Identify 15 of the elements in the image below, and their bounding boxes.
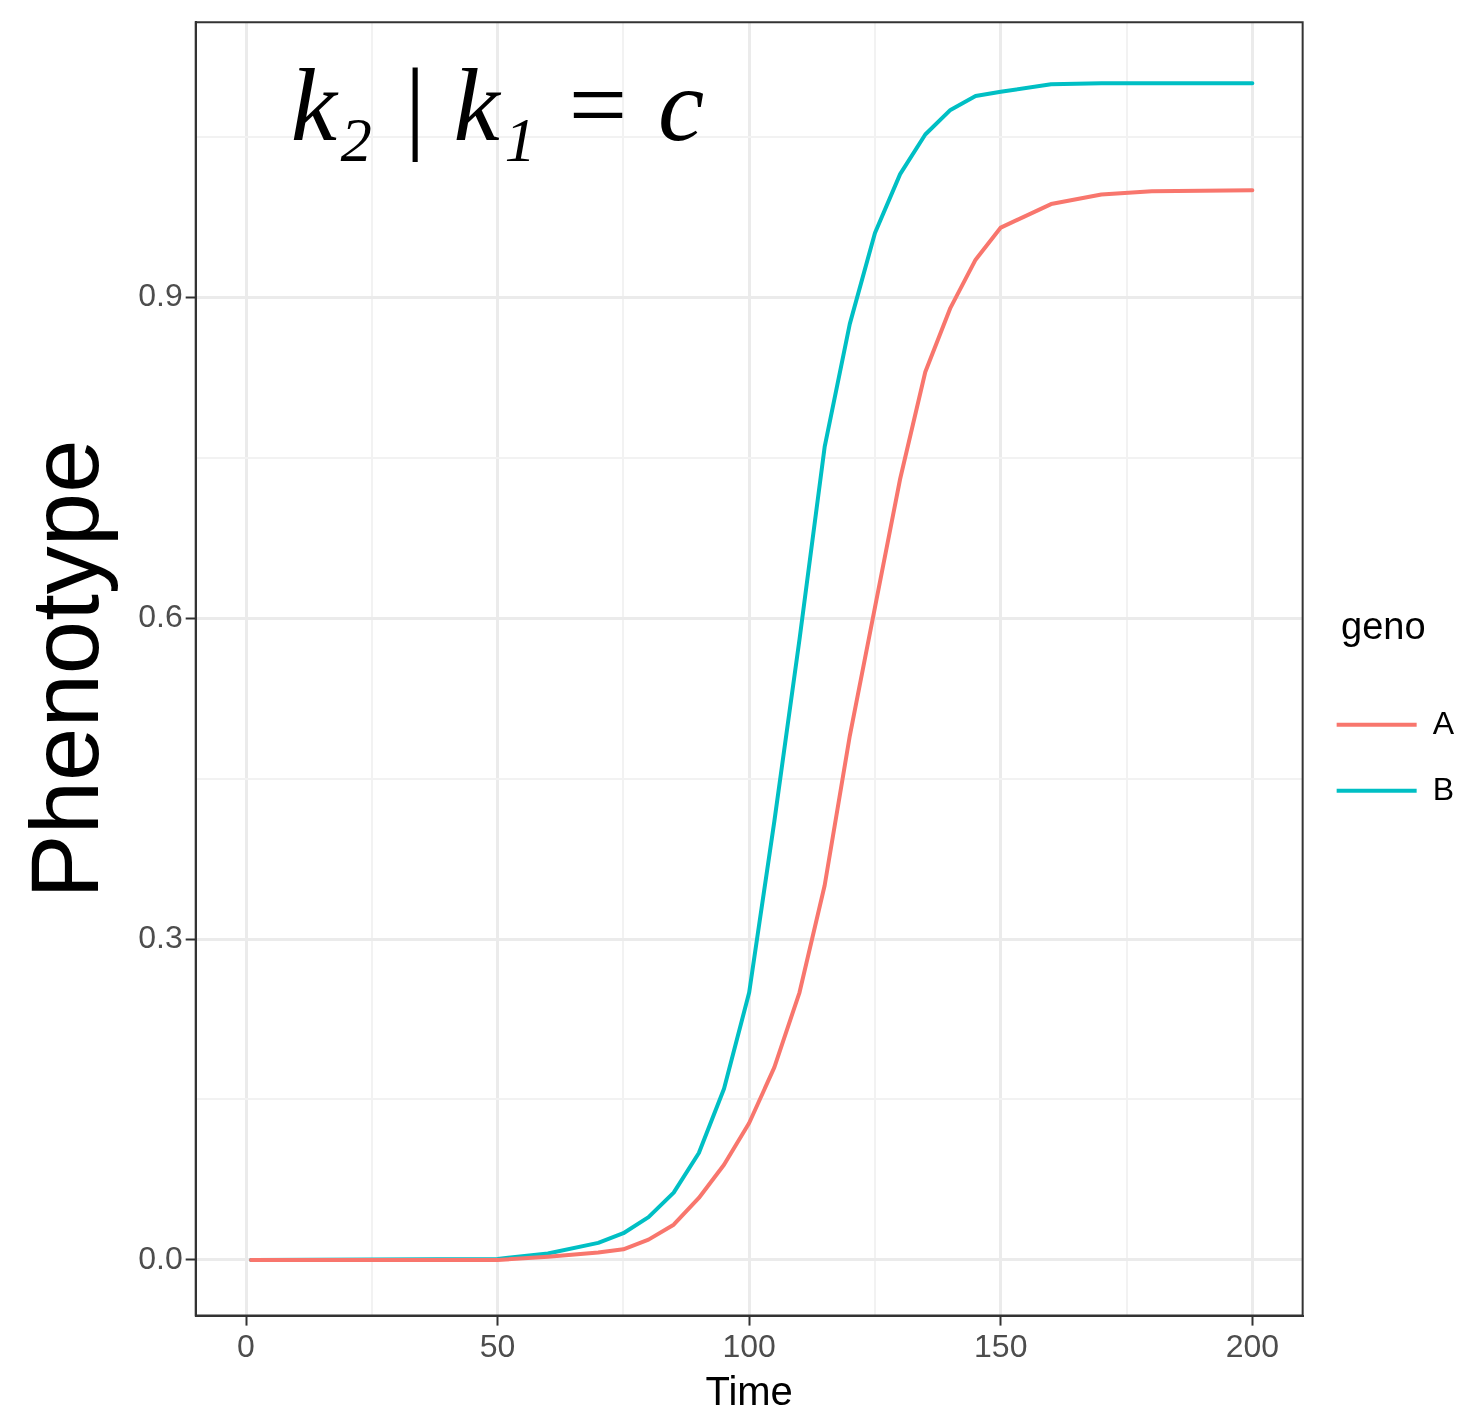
x-tick-label: 0 [237, 1327, 255, 1364]
y-tick-label: 0.6 [138, 597, 183, 634]
x-axis-title: Time [705, 1369, 793, 1414]
x-tick-label: 150 [974, 1327, 1028, 1364]
legend-title: geno [1341, 604, 1426, 647]
y-tick-label: 0.3 [138, 918, 183, 955]
y-axis-title: Phenotype [11, 439, 119, 899]
y-tick-label: 0.9 [138, 276, 183, 313]
y-tick-label: 0.0 [138, 1239, 183, 1276]
annotation: k₂ | k₁ = c [290, 47, 705, 163]
x-tick-label: 200 [1225, 1327, 1280, 1364]
x-tick-label: 100 [722, 1327, 776, 1364]
x-tick-label: 50 [479, 1327, 516, 1364]
legend-label: A [1432, 704, 1455, 741]
legend-label: B [1432, 770, 1454, 807]
